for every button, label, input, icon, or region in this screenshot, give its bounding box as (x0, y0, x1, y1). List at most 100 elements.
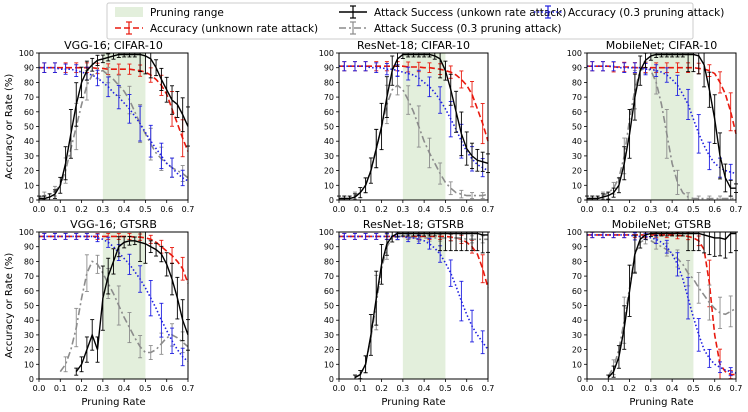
x-tick-label: 0.6 (160, 205, 173, 214)
axes-frame (586, 52, 737, 201)
axes-frame (38, 231, 189, 380)
legend-marker-att-03 (339, 21, 367, 35)
series-line (587, 66, 736, 200)
pruning-range-band (102, 53, 146, 200)
y-tick-label: 100 (19, 228, 34, 237)
y-tick-label: 50 (24, 123, 34, 132)
y-tick-label: 30 (572, 152, 582, 161)
x-tick-label: 0.6 (460, 384, 473, 393)
x-tick-label: 0.1 (354, 205, 367, 214)
subplot-title: VGG-16; CIFAR-10 (64, 39, 163, 52)
x-tick-label: 0.4 (666, 384, 679, 393)
series-line (39, 66, 189, 152)
subplot-1: 0.0 0.1 0.2 0.3 0.4 0.5 0.6 0.7 0 10 20 30 40 50 60 70 8… (19, 39, 195, 214)
series-line (38, 69, 189, 198)
x-tick-label: 0.7 (182, 205, 195, 214)
axes-frame (38, 52, 189, 201)
y-tick-label: 70 (572, 93, 582, 102)
series-line (339, 235, 489, 351)
x-tick-label: 0.7 (482, 205, 495, 214)
x-tick-label: 0.2 (623, 205, 636, 214)
subplot-title: ResNet-18; GTSRB (363, 218, 464, 231)
x-tick-label: 0.1 (54, 384, 67, 393)
pruning-range-band (650, 232, 694, 379)
y-tick-label: 40 (324, 137, 334, 146)
pruning-range-band (650, 53, 694, 200)
y-tick-label: 50 (572, 302, 582, 311)
y-tick-label: 50 (24, 302, 34, 311)
x-tick-label: 0.0 (33, 205, 46, 214)
y-tick-label: 30 (324, 331, 334, 340)
x-tick-label: 0.6 (708, 205, 721, 214)
x-tick-label: 0.3 (396, 384, 409, 393)
y-tick-label: 10 (324, 181, 334, 190)
series-line (339, 235, 489, 289)
x-tick-label: 0.2 (375, 384, 388, 393)
y-tick-label: 60 (324, 108, 334, 117)
y-tick-label: 30 (572, 331, 582, 340)
pruning-range-band (102, 232, 146, 379)
y-tick-label: 20 (24, 167, 34, 176)
x-tick-label: 0.6 (708, 384, 721, 393)
legend-label-range: Pruning range (150, 7, 224, 19)
y-tick-label: 80 (24, 257, 34, 266)
series-line (75, 240, 189, 373)
x-tick-label: 0.2 (75, 384, 88, 393)
x-tick-label: 0.3 (644, 384, 657, 393)
y-tick-label: 60 (324, 287, 334, 296)
series-line (354, 232, 488, 379)
x-tick-label: 0.3 (396, 205, 409, 214)
x-tick-label: 0.5 (439, 384, 452, 393)
axes-frame (338, 52, 489, 201)
legend-marker-acc-03 (534, 5, 562, 19)
x-tick-label: 0.0 (333, 384, 346, 393)
x-tick-label: 0.0 (581, 384, 594, 393)
axes-frame (586, 231, 737, 380)
series-line (39, 66, 189, 182)
x-tick-label: 0.3 (96, 384, 109, 393)
y-tick-label: 0 (577, 375, 582, 384)
y-tick-label: 0 (29, 196, 34, 205)
y-tick-label: 100 (319, 49, 334, 58)
y-tick-label: 70 (324, 272, 334, 281)
x-tick-label: 0.3 (644, 205, 657, 214)
y-tick-label: 20 (24, 346, 34, 355)
y-tick-label: 10 (24, 181, 34, 190)
y-tick-label: 10 (24, 360, 34, 369)
x-tick-label: 0.1 (602, 384, 615, 393)
y-tick-label: 90 (24, 243, 34, 252)
y-tick-label: 0 (329, 196, 334, 205)
series-att-unknown (352, 231, 490, 380)
y-axis-label-bottom: Accuracy or Rate (%) (4, 253, 15, 359)
subplot-6: 0.0 0.1 0.2 0.3 0.4 0.5 0.6 0.7 0 10 20 30 40 50 60 70 8… (567, 218, 743, 408)
y-tick-label: 30 (24, 331, 34, 340)
series-line (587, 65, 737, 134)
x-axis-label: Pruning Rate (381, 397, 445, 408)
y-tick-label: 20 (324, 346, 334, 355)
legend-marker-att-unknown (339, 5, 367, 19)
x-tick-label: 0.7 (182, 384, 195, 393)
subplot-title: MobileNet; CIFAR-10 (606, 39, 718, 52)
series-line (339, 65, 489, 172)
y-tick-label: 0 (329, 375, 334, 384)
y-tick-label: 20 (572, 346, 582, 355)
x-tick-label: 0.6 (460, 205, 473, 214)
series-line (339, 65, 489, 142)
legend: Pruning range Accuracy (unknown rate att… (106, 2, 724, 40)
y-tick-label: 10 (324, 360, 334, 369)
x-tick-label: 0.7 (482, 384, 495, 393)
y-tick-label: 20 (572, 167, 582, 176)
y-tick-label: 0 (29, 375, 34, 384)
x-tick-label: 0.5 (687, 384, 700, 393)
x-tick-label: 0.6 (160, 384, 173, 393)
y-tick-label: 40 (24, 137, 34, 146)
subplot-title: VGG-16; GTSRB (70, 218, 157, 231)
x-axis-label: Pruning Rate (81, 397, 145, 408)
x-tick-label: 0.4 (418, 205, 431, 214)
subplot-3: 0.0 0.1 0.2 0.3 0.4 0.5 0.6 0.7 0 10 20 30 40 50 60 70 8… (567, 39, 743, 214)
y-tick-label: 60 (24, 108, 34, 117)
x-tick-label: 0.5 (439, 205, 452, 214)
x-tick-label: 0.5 (687, 205, 700, 214)
x-tick-label: 0.2 (623, 384, 636, 393)
